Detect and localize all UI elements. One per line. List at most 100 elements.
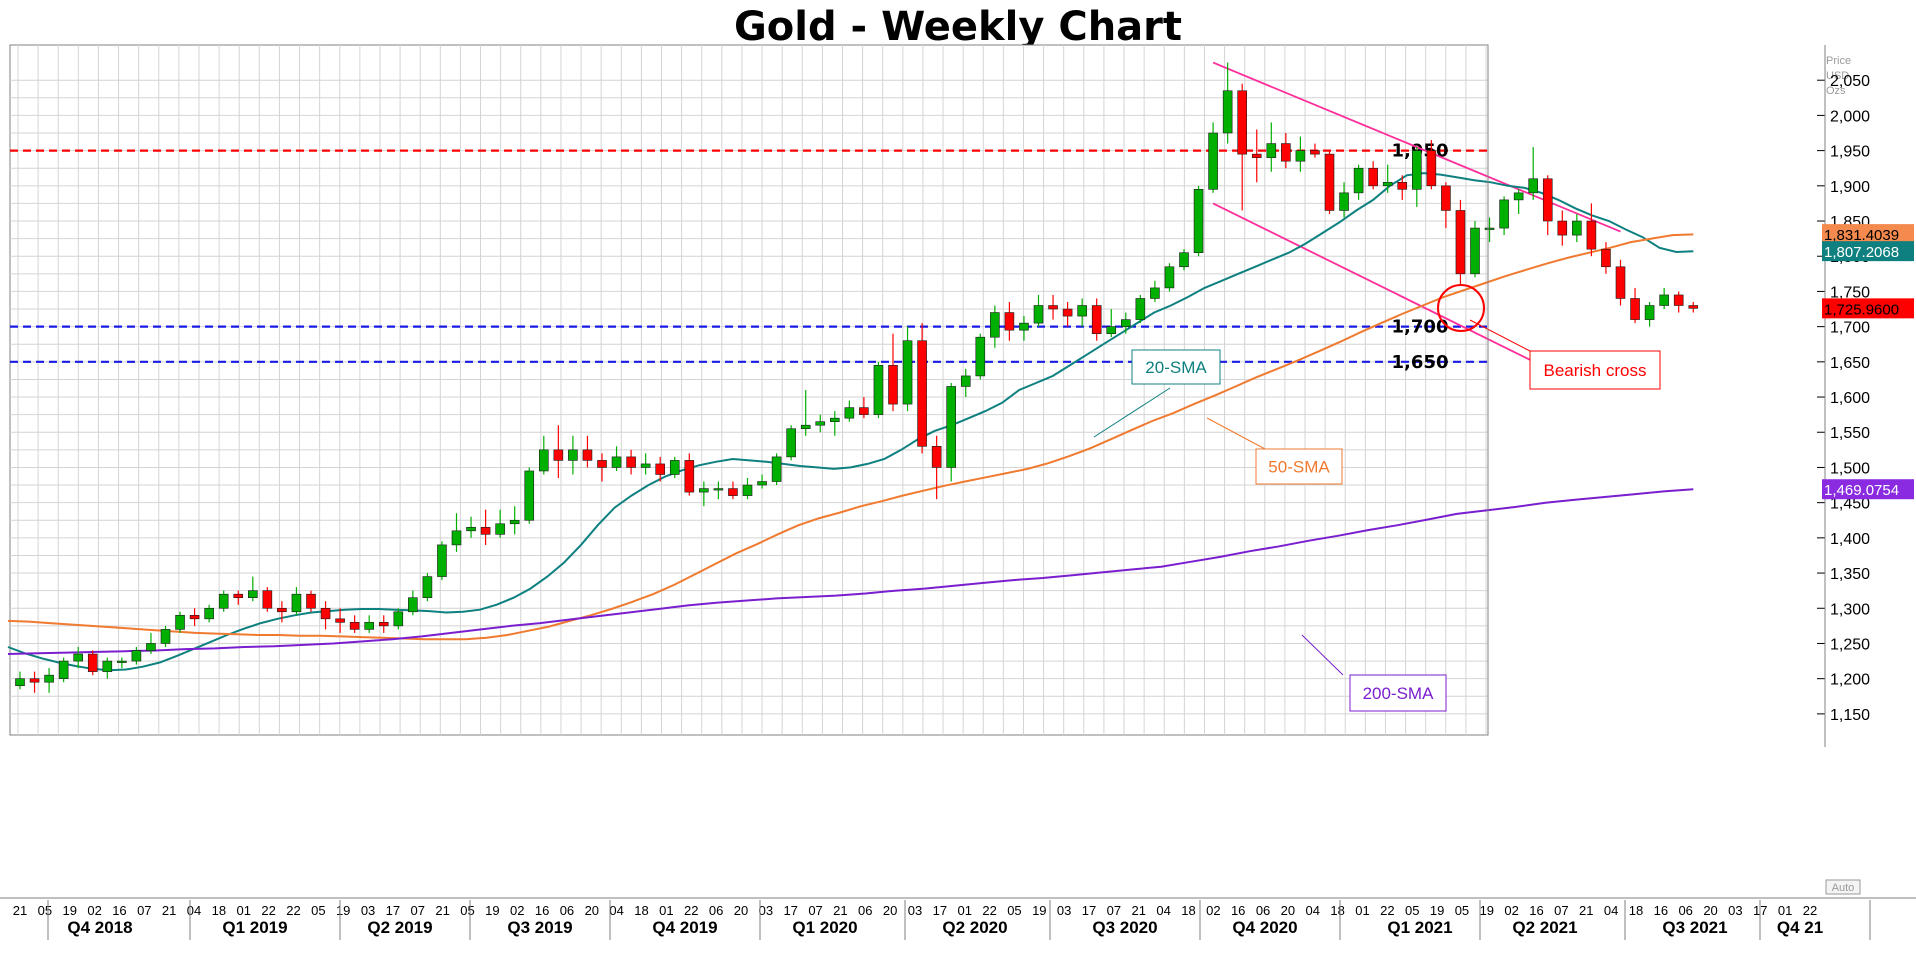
candle <box>335 608 345 633</box>
plot-area <box>9 44 1489 736</box>
candle-body <box>626 456 636 468</box>
candle-body <box>1033 305 1044 324</box>
y-tick-label: 1,350 <box>1830 566 1870 583</box>
candle <box>713 481 724 500</box>
candle <box>1019 316 1029 341</box>
candle-body <box>859 407 869 415</box>
candle-body <box>15 678 25 687</box>
x-week-label: 22 <box>684 903 698 918</box>
candle <box>1106 309 1117 338</box>
x-week-label: 22 <box>982 903 996 918</box>
price-tag-box <box>1822 224 1914 245</box>
x-week-label: 17 <box>386 903 400 918</box>
candle <box>393 608 404 630</box>
x-quarter-label: Q4 2020 <box>1232 918 1297 937</box>
y-tick-label: 1,550 <box>1830 425 1870 442</box>
candle <box>175 611 185 633</box>
x-week-label: 05 <box>1007 903 1021 918</box>
annotation-text: 200-SMA <box>1363 684 1435 703</box>
x-week-label: 20 <box>585 903 599 918</box>
candle-body <box>87 653 98 672</box>
candle-body <box>1470 227 1480 275</box>
candle-body <box>1441 185 1451 211</box>
candle-body <box>1659 294 1669 306</box>
candle <box>1208 122 1218 193</box>
price-tag-label: 1,807.2068 <box>1824 244 1899 261</box>
candle-body <box>364 622 375 630</box>
x-week-label: 02 <box>1504 903 1518 918</box>
candle <box>306 590 316 612</box>
candle <box>1222 62 1233 144</box>
candle-body <box>611 456 622 468</box>
x-week-label: 18 <box>212 903 226 918</box>
candle <box>1528 147 1538 200</box>
candle <box>524 467 535 524</box>
candle <box>1673 291 1684 313</box>
candle-body <box>1266 143 1277 158</box>
candle-body <box>218 593 229 609</box>
candle-body <box>73 653 83 662</box>
x-week-label: 07 <box>1554 903 1568 918</box>
x-week-label: 17 <box>783 903 797 918</box>
candle-body <box>233 593 244 599</box>
x-week-label: 20 <box>1281 903 1295 918</box>
x-week-label: 04 <box>1156 903 1170 918</box>
candle <box>829 411 840 436</box>
x-quarter-label: Q4 21 <box>1777 918 1823 937</box>
candle <box>1368 161 1378 190</box>
candle-body <box>306 593 316 609</box>
x-week-label: 04 <box>187 903 201 918</box>
candle-body <box>437 544 447 577</box>
candle <box>669 456 680 479</box>
candle <box>699 481 709 507</box>
x-week-label: 16 <box>1231 903 1245 918</box>
candle-body <box>175 615 185 630</box>
x-week-label: 22 <box>286 903 300 918</box>
x-week-label: 03 <box>1728 903 1742 918</box>
level-label-1700: 1,700 <box>1392 317 1449 338</box>
x-week-label: 19 <box>62 903 76 918</box>
candle-body <box>990 312 1000 338</box>
candle-body <box>277 607 287 613</box>
candle-body <box>1310 150 1320 155</box>
candle <box>684 453 695 496</box>
candle <box>1644 301 1655 327</box>
annotation-20-sma: 20-SMA <box>1093 349 1221 438</box>
candle <box>160 625 171 647</box>
y-tick-label: 1,150 <box>1830 707 1870 724</box>
candle <box>1542 175 1553 236</box>
time-axis: 21 05 19 02 16 07 21 04 18 01 22 22 05 19 03 17 07 21 05 19… <box>0 897 1916 940</box>
candle <box>640 453 651 475</box>
candle-body <box>1324 153 1335 211</box>
candle <box>204 604 214 623</box>
candle <box>349 615 360 633</box>
candle-body <box>1251 153 1262 158</box>
candle-body <box>117 660 127 663</box>
x-quarter-label: Q1 2020 <box>792 918 857 937</box>
x-week-label: 06 <box>560 903 574 918</box>
candle-body <box>1091 305 1102 334</box>
candle-body <box>1368 167 1378 187</box>
candle-body <box>131 650 142 662</box>
x-quarter-label: Q1 2021 <box>1387 918 1452 937</box>
price-tag: 1,469.0754 <box>1822 479 1914 500</box>
candle <box>1630 287 1640 324</box>
grid <box>9 44 1489 736</box>
y-tick-label: 1,950 <box>1830 144 1870 161</box>
candle <box>1150 280 1160 302</box>
candle-body <box>44 674 54 683</box>
price-tag-box <box>1822 241 1914 262</box>
candle <box>218 590 229 612</box>
candle <box>1586 203 1597 257</box>
candle-body <box>1397 181 1408 190</box>
candle-body <box>1353 167 1364 194</box>
candle <box>568 435 578 475</box>
x-week-label: 19 <box>1032 903 1046 918</box>
candle-body <box>786 428 796 458</box>
candle-body <box>1004 312 1015 331</box>
candle <box>509 506 520 535</box>
annotation-200-sma: 200-SMA <box>1301 634 1447 712</box>
x-week-label: 01 <box>659 903 673 918</box>
candle-body <box>408 597 418 613</box>
candle-body <box>1208 132 1218 190</box>
